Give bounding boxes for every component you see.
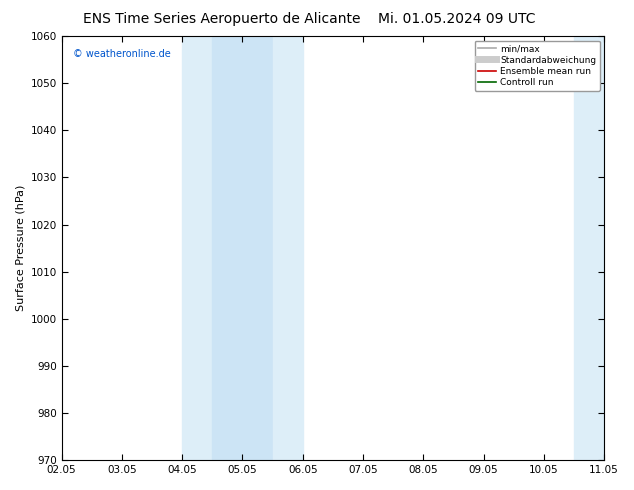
Bar — [273, 36, 303, 460]
Bar — [604, 36, 634, 460]
Bar — [574, 36, 604, 460]
Text: © weatheronline.de: © weatheronline.de — [72, 49, 171, 59]
Text: Mi. 01.05.2024 09 UTC: Mi. 01.05.2024 09 UTC — [378, 12, 535, 26]
Legend: min/max, Standardabweichung, Ensemble mean run, Controll run: min/max, Standardabweichung, Ensemble me… — [475, 41, 600, 91]
Text: ENS Time Series Aeropuerto de Alicante: ENS Time Series Aeropuerto de Alicante — [83, 12, 361, 26]
Bar — [212, 36, 273, 460]
Y-axis label: Surface Pressure (hPa): Surface Pressure (hPa) — [15, 185, 25, 311]
Bar — [182, 36, 212, 460]
